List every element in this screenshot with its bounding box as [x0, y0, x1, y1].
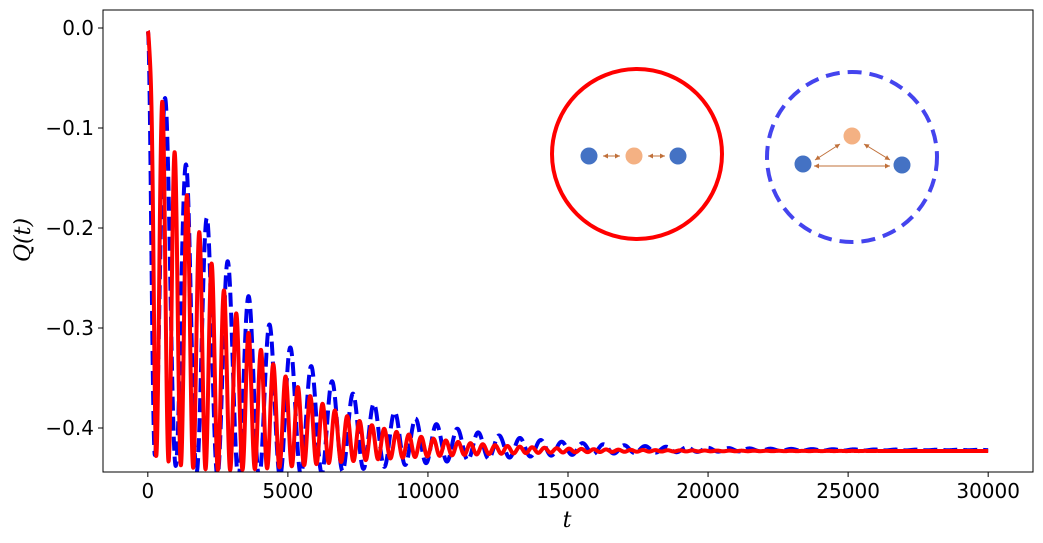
plot-frame [102, 9, 1034, 473]
site-node-top [842, 126, 862, 146]
x-axis-ticks: 0 5000 10000 15000 20000 25000 30000 [141, 472, 1020, 503]
y-axis-label: Q(t) [11, 218, 36, 262]
inset-triangle [765, 70, 939, 244]
site-node-left [579, 146, 599, 166]
y-tick-label: −0.3 [45, 316, 94, 340]
inset-linear-chain [550, 67, 724, 241]
site-node-right [892, 155, 912, 175]
inset-border-circle [765, 70, 939, 244]
y-tick-label: −0.2 [45, 216, 94, 240]
site-node-left [793, 154, 813, 174]
coupling-arrow [814, 143, 841, 161]
plot-area [145, 29, 991, 472]
y-axis-ticks: 0.0 −0.1 −0.2 −0.3 −0.4 [45, 16, 103, 440]
x-tick-label: 5000 [262, 479, 313, 503]
y-tick-label: −0.4 [45, 416, 94, 440]
x-tick-label: 25000 [816, 479, 880, 503]
x-tick-label: 15000 [536, 479, 600, 503]
x-tick-label: 10000 [396, 479, 460, 503]
y-tick-label: 0.0 [62, 16, 94, 40]
x-tick-label: 30000 [956, 479, 1020, 503]
series-solid-red [145, 29, 991, 472]
site-node-right [668, 146, 688, 166]
x-tick-label: 20000 [676, 479, 740, 503]
y-tick-label: −0.1 [45, 116, 94, 140]
coupling-arrow [863, 143, 891, 161]
site-node-middle [624, 146, 644, 166]
x-tick-label: 0 [141, 479, 154, 503]
x-axis-label: t [563, 508, 572, 533]
